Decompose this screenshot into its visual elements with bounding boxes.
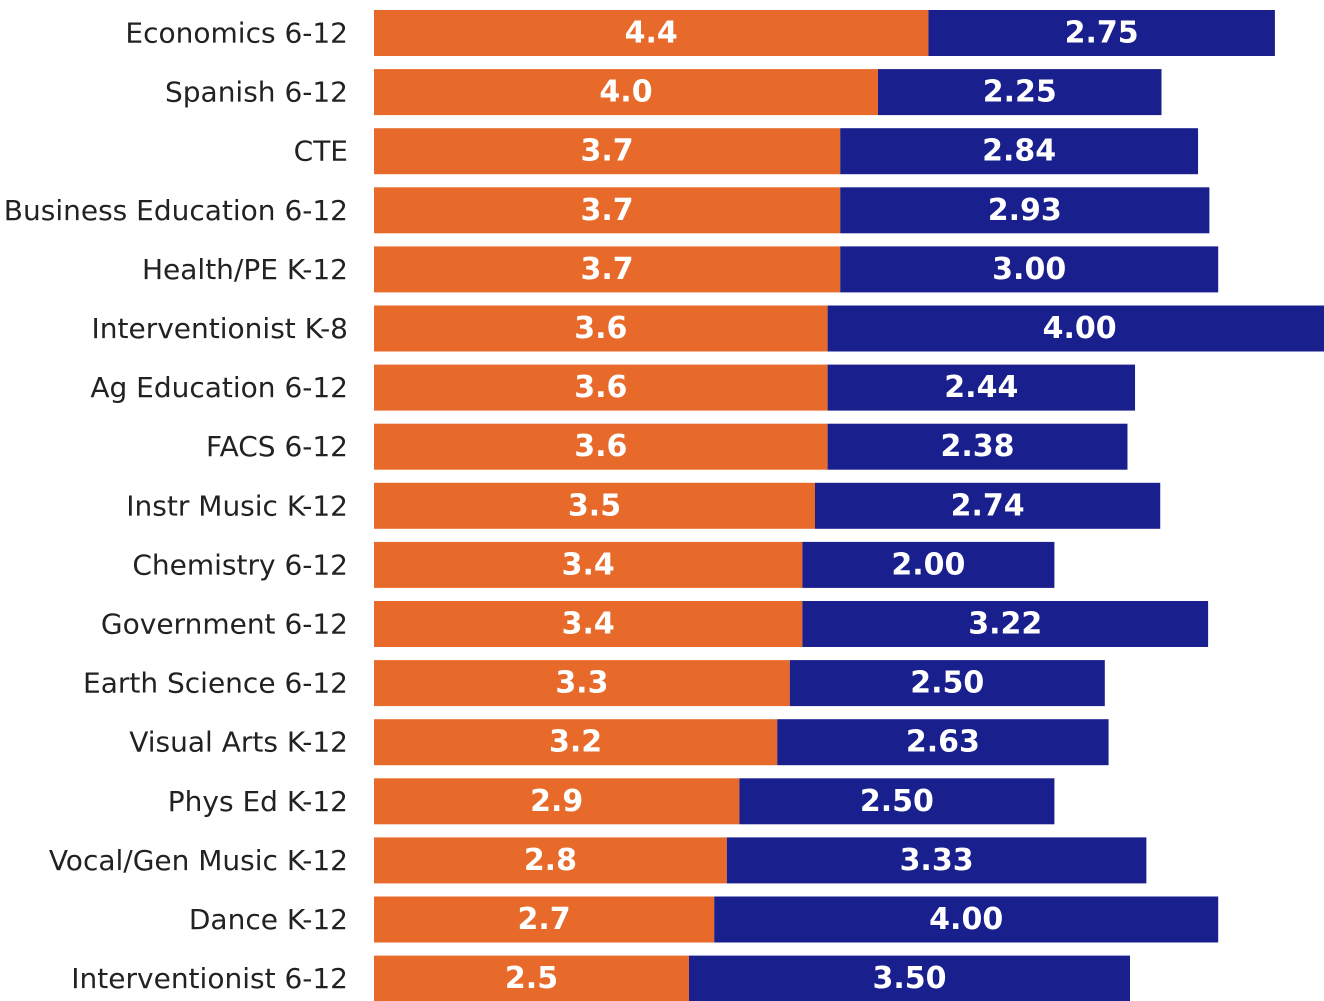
data-label-series-2: 2.44	[944, 370, 1018, 405]
data-label-series-1: 3.2	[549, 725, 602, 760]
data-label-series-2: 2.38	[941, 429, 1015, 464]
data-label-series-1: 3.4	[562, 607, 615, 642]
data-label-series-1: 2.7	[518, 902, 571, 937]
data-label-series-2: 2.50	[860, 784, 934, 819]
category-label: FACS 6-12	[206, 430, 348, 463]
data-label-series-2: 2.50	[910, 666, 984, 701]
bar-segment-series-2	[827, 305, 1324, 352]
data-label-series-2: 2.74	[951, 488, 1025, 523]
data-label-series-1: 4.4	[625, 16, 678, 51]
bar-segment-series-2	[928, 10, 1275, 56]
bar-segment-series-1	[374, 423, 828, 470]
bar-segment-series-1	[374, 837, 727, 884]
data-label-series-2: 2.75	[1065, 16, 1139, 51]
data-label-series-1: 3.6	[574, 429, 627, 464]
data-label-series-2: 2.25	[983, 75, 1057, 110]
bar-segment-series-1	[374, 778, 740, 825]
bar-segment-series-2	[777, 719, 1109, 766]
bar-segment-series-1	[374, 719, 778, 766]
category-label: Economics 6-12	[125, 17, 348, 50]
bar-segment-series-2	[827, 364, 1136, 411]
data-label-series-2: 3.50	[872, 961, 946, 996]
category-label: Business Education 6-12	[4, 194, 348, 227]
data-label-series-2: 4.00	[929, 902, 1003, 937]
data-label-series-1: 3.7	[581, 252, 634, 287]
category-label: Spanish 6-12	[165, 76, 348, 109]
bar-segment-series-1	[374, 541, 803, 588]
data-label-series-1: 2.8	[524, 843, 577, 878]
bar-segment-series-2	[689, 955, 1130, 1001]
bar-segment-series-1	[374, 896, 715, 943]
bar-segment-series-1	[374, 246, 841, 293]
category-label: Chemistry 6-12	[132, 548, 348, 581]
category-label: Ag Education 6-12	[90, 371, 348, 404]
bar-segment-series-2	[714, 896, 1219, 943]
bar-segment-series-2	[726, 837, 1147, 884]
category-label: CTE	[294, 135, 348, 168]
bar-segment-series-2	[815, 482, 1161, 529]
category-label: Health/PE K-12	[142, 253, 348, 286]
bar-segment-series-1	[374, 69, 878, 116]
data-label-series-1: 3.7	[581, 134, 634, 169]
bar-segment-series-1	[374, 955, 689, 1001]
category-label: Interventionist 6-12	[71, 962, 348, 995]
category-label: Government 6-12	[101, 608, 348, 641]
category-label: Instr Music K-12	[126, 489, 348, 522]
data-label-series-1: 3.6	[574, 370, 627, 405]
bar-segment-series-2	[802, 541, 1055, 588]
data-label-series-1: 3.4	[562, 547, 615, 582]
data-label-series-2: 2.84	[982, 134, 1056, 169]
category-label: Vocal/Gen Music K-12	[49, 844, 348, 877]
data-label-series-1: 3.5	[568, 488, 621, 523]
bar-segment-series-2	[840, 128, 1199, 175]
data-label-series-1: 2.9	[530, 784, 583, 819]
data-label-series-2: 4.00	[1043, 311, 1117, 346]
data-label-series-2: 3.33	[900, 843, 974, 878]
bar-segment-series-1	[374, 364, 828, 411]
bar-segment-series-1	[374, 10, 929, 56]
data-label-series-1: 3.7	[581, 193, 634, 228]
bar-segment-series-1	[374, 601, 803, 647]
data-label-series-2: 2.63	[906, 725, 980, 760]
category-label: Interventionist K-8	[92, 312, 348, 345]
category-label: Earth Science 6-12	[83, 667, 348, 700]
bar-segment-series-1	[374, 482, 815, 529]
bar-segment-series-2	[802, 601, 1209, 647]
bar-segment-series-2	[840, 187, 1210, 234]
bar-segment-series-1	[374, 660, 790, 707]
data-label-series-2: 2.93	[988, 193, 1062, 228]
bar-segment-series-2	[827, 423, 1128, 470]
category-label: Phys Ed K-12	[168, 785, 348, 818]
bar-segment-series-1	[374, 128, 841, 175]
bar-segment-series-2	[789, 660, 1105, 707]
data-label-series-2: 2.00	[891, 547, 965, 582]
category-label: Visual Arts K-12	[129, 726, 348, 759]
bar-segment-series-2	[739, 778, 1055, 825]
data-label-series-2: 3.22	[968, 607, 1042, 642]
bar-segment-series-2	[878, 69, 1162, 116]
category-label: Dance K-12	[189, 903, 348, 936]
data-label-series-1: 4.0	[599, 75, 652, 110]
data-label-series-1: 2.5	[505, 961, 558, 996]
bar-segment-series-2	[840, 246, 1219, 293]
data-label-series-1: 3.3	[555, 666, 608, 701]
data-label-series-1: 3.6	[574, 311, 627, 346]
data-label-series-2: 3.00	[992, 252, 1066, 287]
bar-segment-series-1	[374, 305, 828, 352]
bar-segment-series-1	[374, 187, 841, 234]
